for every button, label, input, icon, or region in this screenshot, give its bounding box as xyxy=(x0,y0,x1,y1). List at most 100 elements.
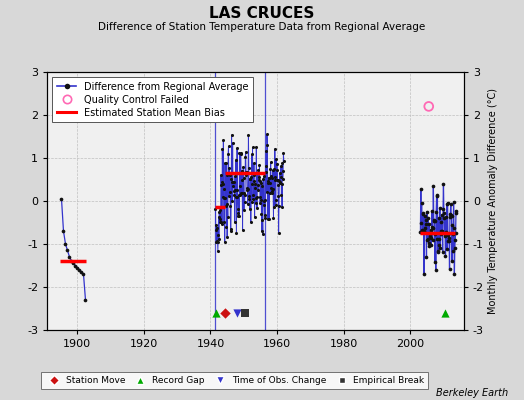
Point xyxy=(432,193,441,199)
Point xyxy=(443,246,451,252)
Text: Berkeley Earth: Berkeley Earth xyxy=(436,388,508,398)
Point xyxy=(439,181,447,187)
Point xyxy=(441,310,450,316)
Point xyxy=(233,194,242,200)
Point xyxy=(248,151,256,158)
Point xyxy=(277,192,286,198)
Point xyxy=(253,170,261,176)
Point xyxy=(270,166,278,173)
Point xyxy=(445,238,453,244)
Point xyxy=(243,169,251,175)
Point xyxy=(229,182,237,189)
Point xyxy=(436,231,445,238)
Point xyxy=(434,215,443,222)
Point xyxy=(220,194,228,201)
Point xyxy=(233,145,241,151)
Point xyxy=(255,173,263,180)
Point xyxy=(426,233,434,239)
Point xyxy=(250,214,259,220)
Point xyxy=(429,183,438,190)
Point xyxy=(268,175,277,181)
Point xyxy=(430,217,439,224)
Text: LAS CRUCES: LAS CRUCES xyxy=(209,6,315,21)
Point xyxy=(420,229,429,235)
Point xyxy=(214,248,222,254)
Point xyxy=(275,202,283,209)
Point xyxy=(265,175,274,182)
Point xyxy=(264,178,272,184)
Point xyxy=(247,219,255,226)
Point xyxy=(260,198,268,204)
Point xyxy=(268,188,276,194)
Point xyxy=(223,234,231,240)
Point xyxy=(241,192,249,198)
Point xyxy=(264,216,272,222)
Point xyxy=(427,227,435,233)
Point xyxy=(212,227,220,234)
Point xyxy=(73,264,82,271)
Point xyxy=(278,204,286,210)
Point xyxy=(420,271,428,277)
Point xyxy=(257,210,266,217)
Point xyxy=(261,163,270,170)
Point xyxy=(253,194,261,200)
Point xyxy=(244,132,253,138)
Point xyxy=(418,229,426,235)
Point xyxy=(433,236,441,242)
Point xyxy=(266,190,274,196)
Point xyxy=(279,168,287,174)
Point xyxy=(261,169,270,176)
Point xyxy=(216,207,224,214)
Point xyxy=(271,202,280,208)
Point xyxy=(219,137,227,143)
Point xyxy=(66,254,74,260)
Point xyxy=(272,167,281,174)
Point xyxy=(227,176,235,182)
Point xyxy=(442,214,450,220)
Point xyxy=(257,180,265,186)
Point xyxy=(213,225,221,231)
Point xyxy=(222,160,230,166)
Point xyxy=(423,209,431,215)
Point xyxy=(247,198,256,205)
Point xyxy=(227,132,236,138)
Point xyxy=(276,178,285,185)
Point xyxy=(249,178,258,184)
Point xyxy=(422,254,431,260)
Point xyxy=(435,235,444,242)
Point xyxy=(258,216,267,223)
Point xyxy=(417,186,425,192)
Point xyxy=(417,220,425,227)
Point xyxy=(267,185,275,191)
Point xyxy=(246,205,254,212)
Point xyxy=(231,187,239,194)
Point xyxy=(269,167,277,174)
Point xyxy=(441,253,450,259)
Point xyxy=(236,151,245,157)
Point xyxy=(440,210,448,216)
Point xyxy=(441,233,449,240)
Point xyxy=(215,216,224,222)
Point xyxy=(240,207,248,213)
Point xyxy=(250,172,258,178)
Point xyxy=(234,206,242,212)
Point xyxy=(419,211,427,218)
Point xyxy=(230,188,238,194)
Point xyxy=(265,175,273,182)
Point xyxy=(224,150,232,157)
Point xyxy=(243,185,251,192)
Point xyxy=(59,228,68,234)
Point xyxy=(275,229,283,236)
Point xyxy=(224,213,232,220)
Point xyxy=(255,176,263,183)
Point xyxy=(253,205,261,211)
Point xyxy=(67,258,75,264)
Point xyxy=(441,231,449,237)
Point xyxy=(236,182,244,189)
Point xyxy=(427,242,435,248)
Point xyxy=(226,225,235,232)
Point xyxy=(437,218,445,225)
Point xyxy=(246,176,255,182)
Point xyxy=(446,201,455,208)
Point xyxy=(252,200,260,207)
